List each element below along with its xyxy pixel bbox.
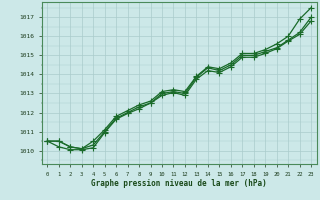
X-axis label: Graphe pression niveau de la mer (hPa): Graphe pression niveau de la mer (hPa) xyxy=(91,179,267,188)
